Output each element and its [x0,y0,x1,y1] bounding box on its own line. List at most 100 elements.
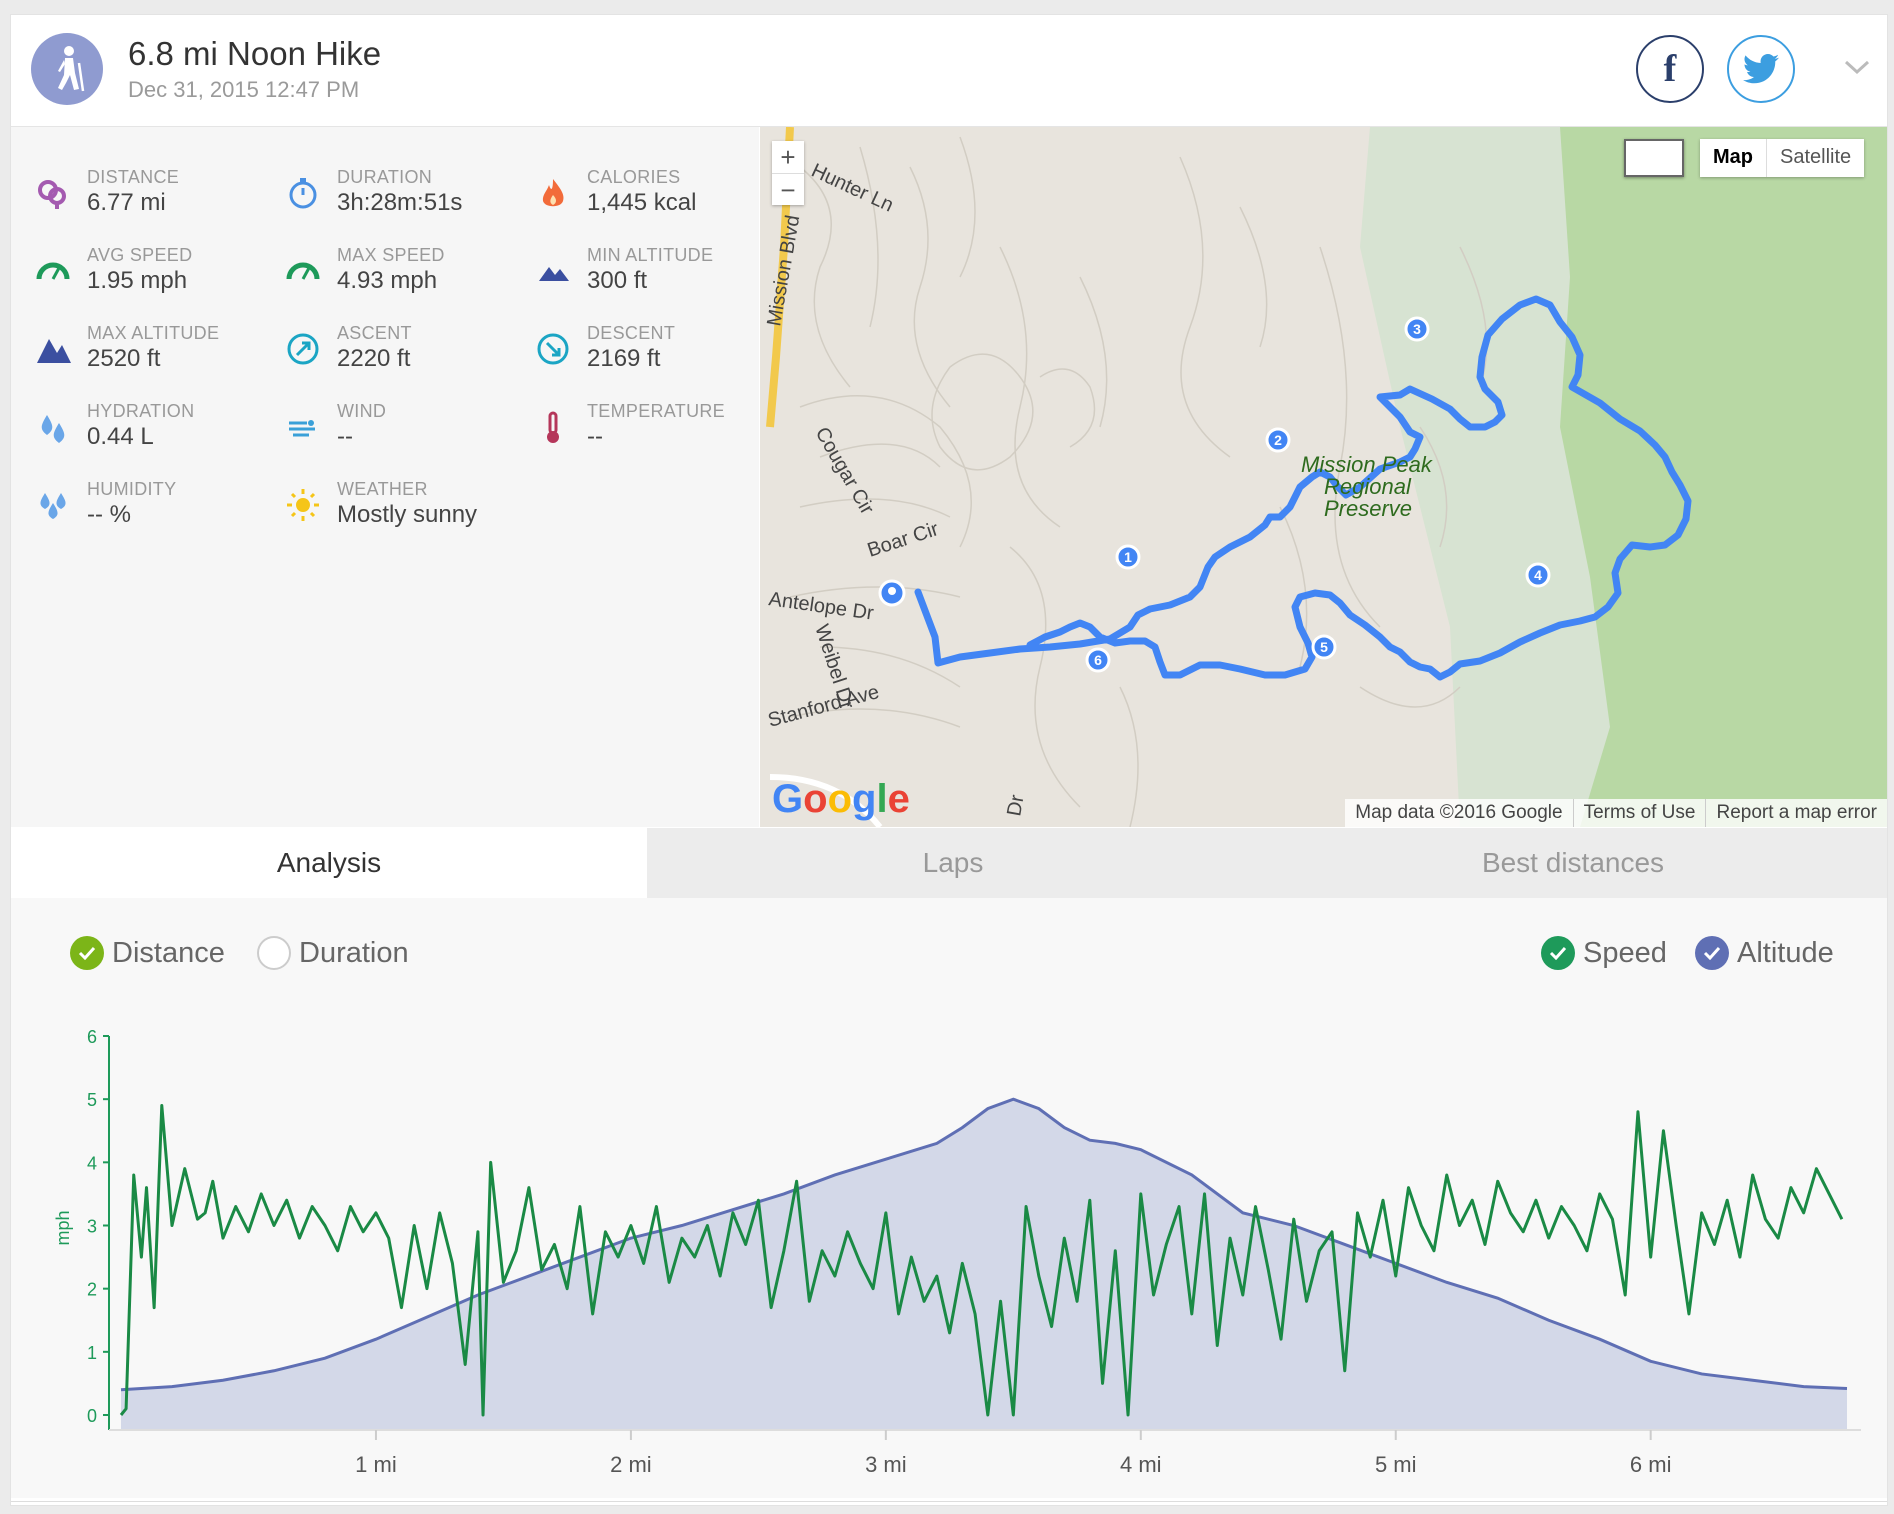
satellite-view-button[interactable]: Satellite [1780,146,1852,168]
activity-date: Dec 31, 2015 12:47 PM [128,77,360,102]
altitude-toggle[interactable]: Altitude [1695,936,1834,970]
hiker-icon [58,46,85,92]
lap-marker[interactable] [1311,634,1337,660]
stat-label: ASCENT [337,323,412,343]
street-label: Mission Blvd [763,213,804,327]
y-tick-label: 2 [87,1280,97,1300]
lap-marker[interactable] [1404,316,1430,342]
check-icon [70,936,104,970]
park-label: Mission Peak [1301,452,1433,477]
twitter-share-button[interactable] [1727,35,1795,103]
y-tick-label: 6 [87,1027,97,1047]
stat-label: MAX ALTITUDE [87,323,220,343]
stat-label: TEMPERATURE [587,401,725,421]
map-type-control: Map Satellite [1700,139,1865,177]
stat-value: 300 ft [587,267,648,294]
ascent-arrow-icon [287,333,319,365]
stat-label: HUMIDITY [87,479,177,499]
tab-laps[interactable]: Laps [647,828,1259,898]
speedometer-icon [286,262,320,280]
y-axis-label: mph [53,1210,73,1245]
map-view-button[interactable]: Map [1700,139,1767,177]
zoom-out-button[interactable]: − [780,175,796,205]
start-pin-icon [878,579,906,607]
altitude-area [121,1099,1847,1430]
descent-arrow-icon [537,333,569,365]
lap-markers: 1 2 3 4 5 6 [1085,316,1551,673]
stat-value: 0.44 L [87,423,154,450]
stat-value: -- % [87,501,131,528]
stat-humidity: HUMIDITY -- % [35,479,275,549]
stat-value: 2169 ft [587,345,661,372]
lap-marker[interactable] [1085,647,1111,673]
google-logo: Google [772,777,910,821]
sun-icon [287,489,319,521]
stat-label: MAX SPEED [337,245,445,265]
stat-value: 4.93 mph [337,267,438,294]
street-label: Boar Cir [865,518,942,562]
tab-best-distances[interactable]: Best distances [1259,828,1887,898]
humidity-drops-icon [40,493,66,519]
park-label: Regional [1324,474,1412,499]
lap-marker[interactable] [1265,427,1291,453]
altitude-toggle-label: Altitude [1737,936,1834,969]
stat-max-altitude: MAX ALTITUDE 2520 ft [35,323,275,393]
y-tick-label: 5 [87,1090,97,1110]
report-map-error-link[interactable]: Report a map error [1705,799,1887,827]
stat-label: DURATION [337,167,433,187]
distance-pin-icon [38,180,66,209]
chevron-down-icon [1844,60,1870,75]
stat-label: WIND [337,401,387,421]
stat-max-speed: MAX SPEED 4.93 mph [285,245,525,315]
stat-value: -- [337,423,353,450]
speedometer-icon [36,262,70,280]
divider [11,1501,1887,1502]
street-label: Stanford Ave [766,681,882,732]
duration-toggle-label: Duration [299,936,409,969]
stat-wind: WIND -- [285,401,525,471]
map-zoom-control: + − [772,141,804,205]
stopwatch-icon [289,178,317,209]
speed-toggle[interactable]: Speed [1541,936,1667,970]
unchecked-circle-icon [257,936,291,970]
duration-toggle[interactable]: Duration [257,936,409,970]
stat-value: Mostly sunny [337,501,478,528]
x-tick-label: 1 mi [355,1452,397,1477]
stat-label: AVG SPEED [87,245,193,265]
stat-hydration: HYDRATION 0.44 L [35,401,275,471]
check-icon [1695,936,1729,970]
street-label: Cougar Cir [811,424,879,519]
stat-descent: DESCENT 2169 ft [535,323,775,393]
lap-marker[interactable] [1525,562,1551,588]
lap-marker[interactable] [1115,544,1141,570]
stat-calories: CALORIES 1,445 kcal [535,167,775,237]
stat-value: 2220 ft [337,345,411,372]
map-attribution: Map data ©2016 Google Terms of Use Repor… [1345,799,1887,827]
fullscreen-button[interactable] [1624,139,1684,177]
wind-icon [289,420,315,437]
expand-chevron-button[interactable] [1843,57,1871,82]
activity-title: 6.8 mi Noon Hike [128,35,382,72]
stat-avg-speed: AVG SPEED 1.95 mph [35,245,275,315]
street-label: Dr [1003,793,1028,818]
x-tick-label: 2 mi [610,1452,652,1477]
y-tick-label: 4 [87,1153,97,1173]
check-icon [1541,936,1575,970]
street-network [789,136,1488,827]
x-tick-label: 6 mi [1630,1452,1672,1477]
zoom-in-button[interactable]: + [772,141,804,174]
stats-panel: DISTANCE 6.77 mi DURATION 3h:28m:51s CALORIE… [11,127,759,827]
facebook-icon: f [1663,48,1677,90]
terms-of-use-link[interactable]: Terms of Use [1572,799,1706,827]
stat-value: 6.77 mi [87,189,166,216]
route-map[interactable]: 1 2 3 4 5 6 Hunter Ln Mission Blvd Cougar Cir Bo… [760,127,1887,827]
tab-analysis[interactable]: Analysis [11,828,647,898]
mountain-icon [37,339,71,363]
distance-toggle-label: Distance [112,936,225,969]
distance-toggle[interactable]: Distance [70,936,225,970]
lap-marker-label: 6 [1094,652,1102,668]
water-drops-icon [41,415,65,443]
stat-duration: DURATION 3h:28m:51s [285,167,525,237]
facebook-share-button[interactable]: f [1636,35,1704,103]
